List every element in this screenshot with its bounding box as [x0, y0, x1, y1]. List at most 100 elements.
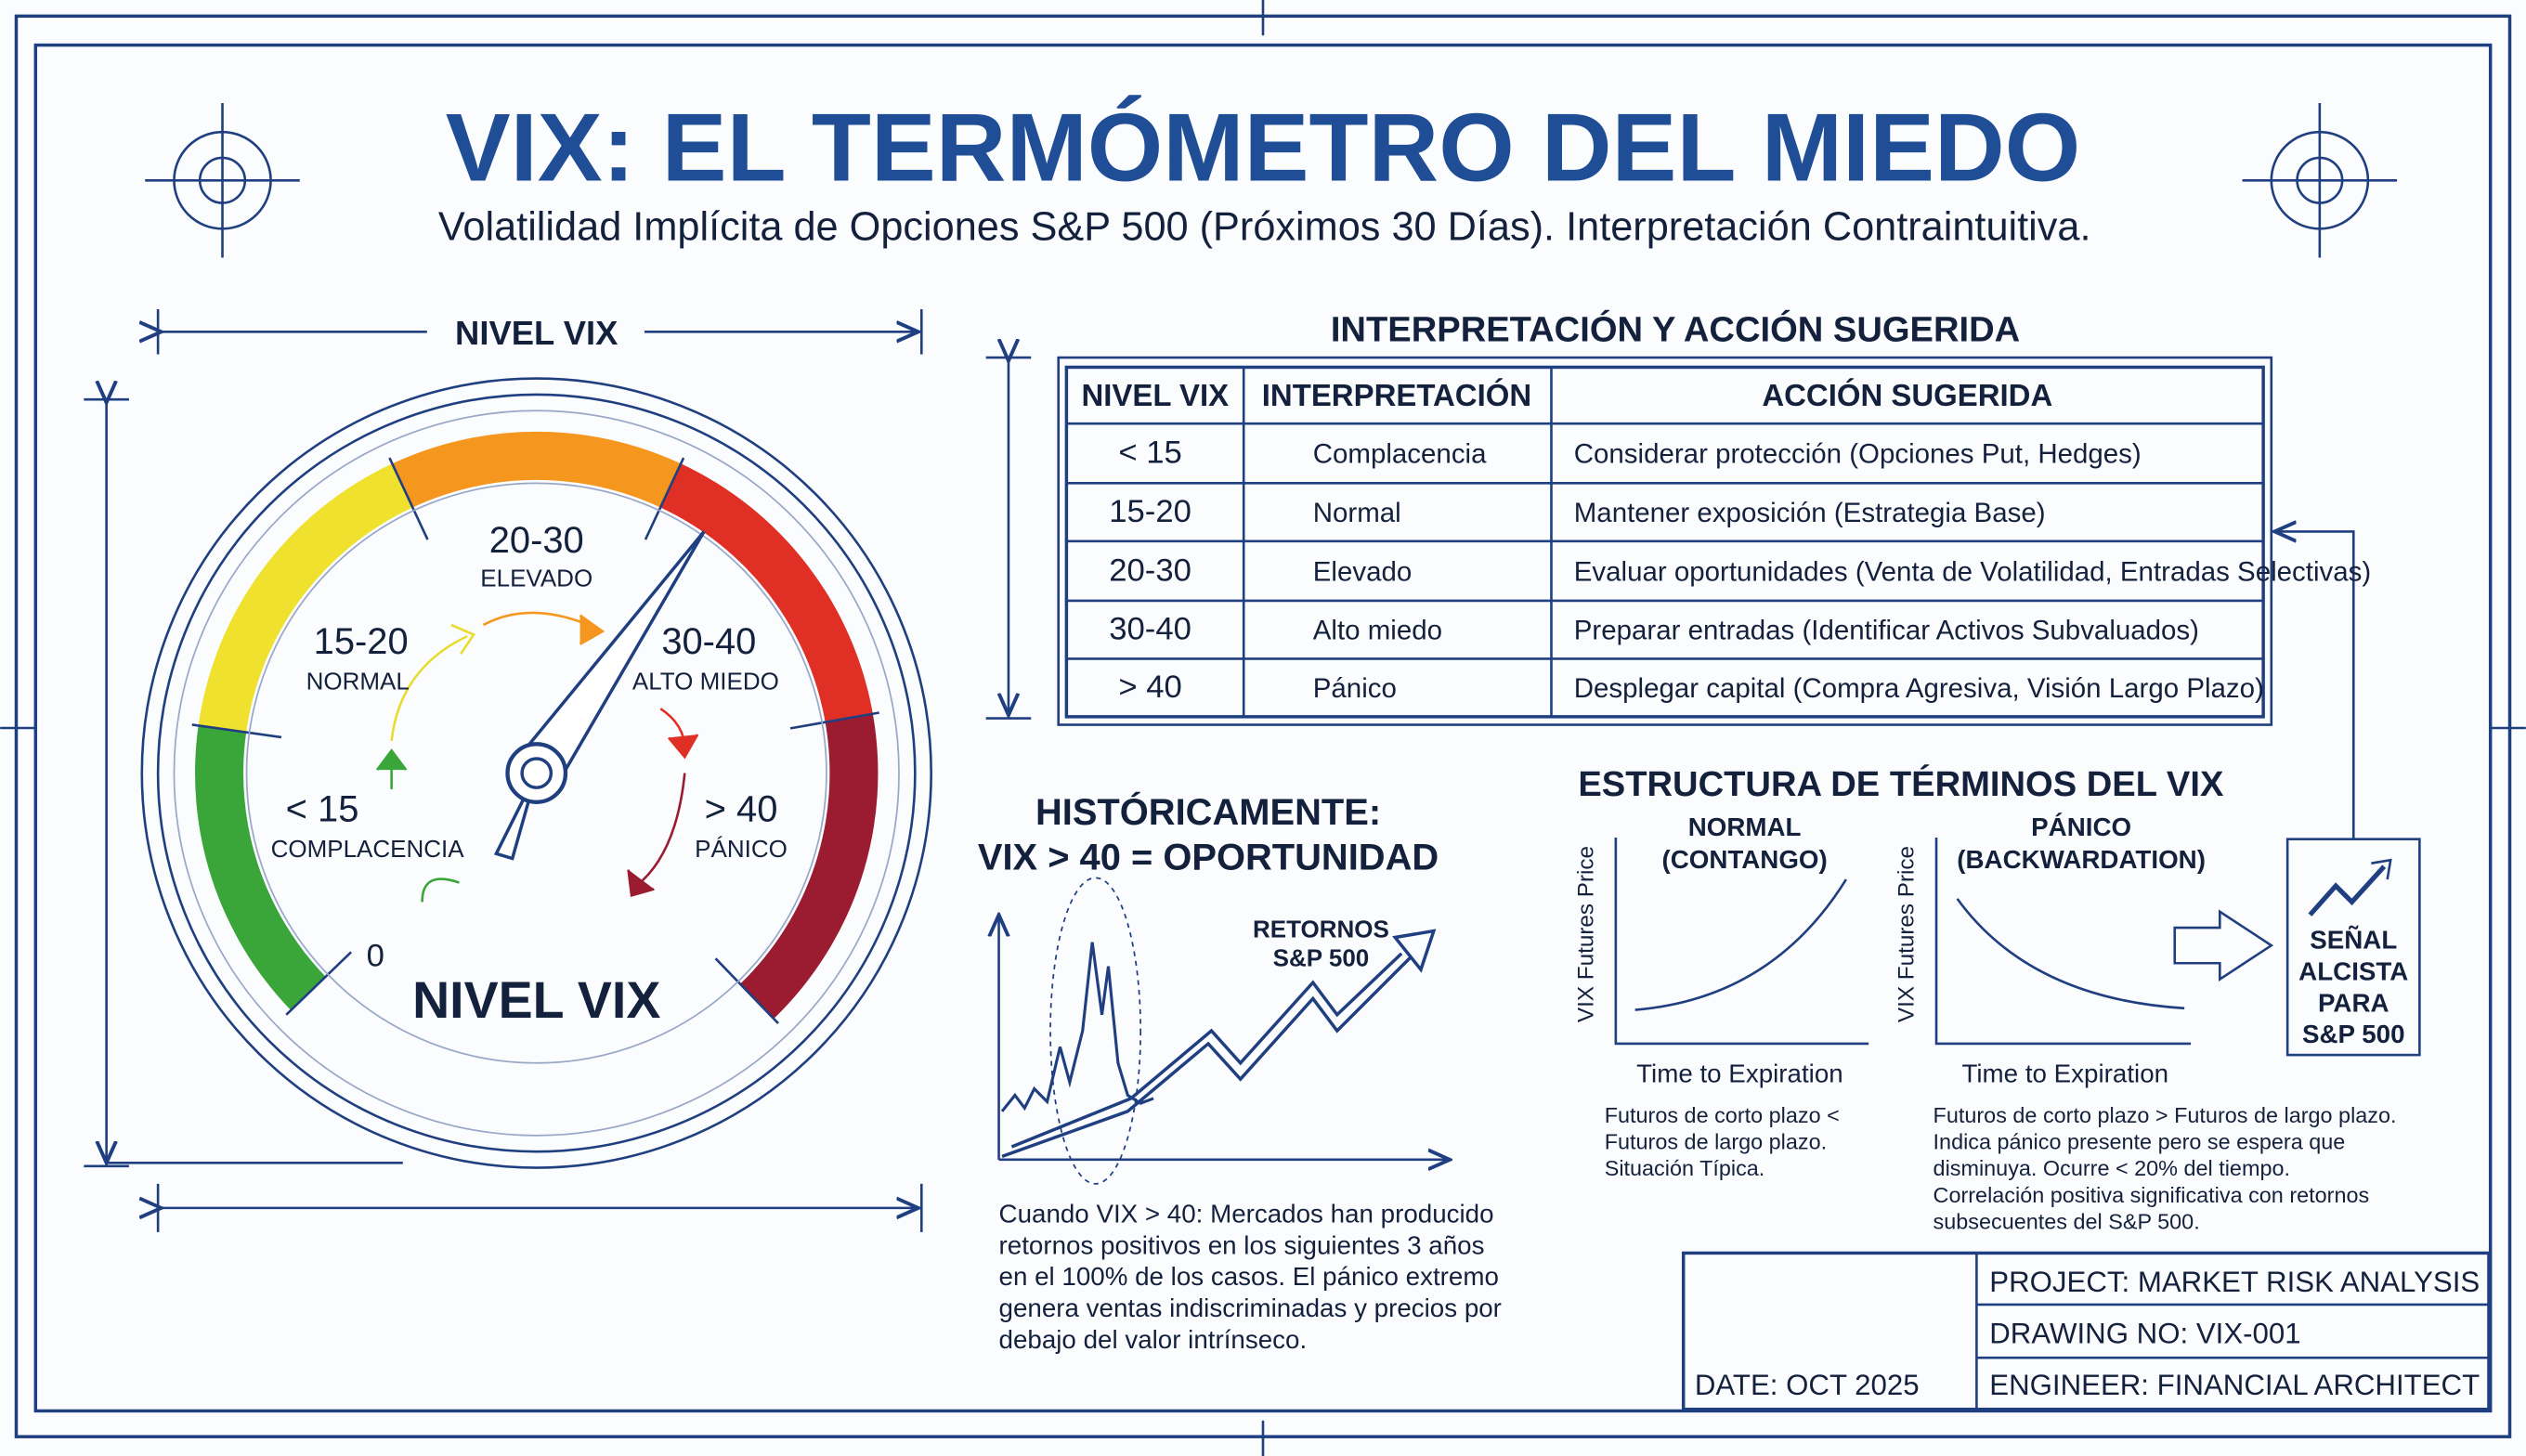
zone-arrows-part	[450, 623, 476, 655]
historical-sketch	[999, 877, 1451, 1185]
title-block	[1681, 1251, 2491, 1411]
term-structure-axes-part	[2274, 531, 2355, 839]
text-line: Indica pánico presente pero se espera qu…	[1934, 1130, 2346, 1154]
gauge-zone	[198, 463, 413, 733]
zone-range: 15-20	[314, 621, 409, 662]
zone-label: ALTO MIEDO	[632, 667, 779, 695]
table-cell: Pánico	[1313, 673, 1397, 704]
text-line: Futuros de corto plazo > Futuros de larg…	[1934, 1103, 2397, 1127]
zone-arrows-part	[635, 773, 686, 887]
table-cell: > 40	[1118, 670, 1181, 705]
historical-note: Cuando VIX > 40: Mercados han producido r…	[999, 1199, 1502, 1353]
table-cell: Preparar entradas (Identificar Activos S…	[1574, 616, 2199, 646]
panel-y-label: VIX Futures Price	[1574, 846, 1599, 1022]
gauge-center-label: NIVEL VIX	[412, 971, 660, 1029]
title-block-date: DATE: OCT 2025	[1695, 1369, 1920, 1401]
table-cell: Evaluar oportunidades (Venta de Volatili…	[1574, 556, 2371, 587]
zone-arrows-part	[390, 634, 468, 742]
term-structure-axes-part	[2173, 909, 2274, 982]
gauge-part	[156, 393, 917, 1153]
gauge-tick	[644, 457, 685, 540]
zone-arrows-part	[627, 869, 655, 898]
title-block-project: PROJECT: MARKET RISK ANALYSIS	[1989, 1266, 2480, 1298]
table-cell: Normal	[1313, 498, 1401, 528]
gauge-part	[173, 410, 900, 1137]
panel-x-label: Time to Expiration	[1636, 1060, 1843, 1088]
zone-label: COMPLACENCIA	[271, 835, 465, 863]
table-cell: 15-20	[1109, 494, 1191, 529]
panel-title: (CONTANGO)	[1661, 845, 1827, 874]
zone-arrows-part	[579, 614, 605, 645]
signal-text: SEÑAL ALCISTA PARA S&P 500	[2298, 926, 2408, 1048]
table-cell: Mantener exposición (Estrategia Base)	[1574, 498, 2046, 528]
table-cell: Elevado	[1313, 556, 1413, 587]
gauge-inner-ring	[245, 482, 827, 1064]
historical-title: VIX > 40 = OPORTUNIDAD	[978, 838, 1439, 878]
zone-arrows-part	[421, 878, 460, 903]
zone-range: < 15	[286, 789, 359, 830]
zone-arrows-part	[667, 734, 699, 760]
gauge-part	[140, 377, 932, 1169]
panel-title: (BACKWARDATION)	[1957, 845, 2206, 874]
table-cell: Desplegar capital (Compra Agresiva, Visi…	[1574, 673, 2264, 704]
zone-arrows-part	[375, 748, 408, 771]
infographic-part: NORMAL (CONTANGO) VIX Futures Price Time to…	[1574, 812, 2397, 1233]
zone-range: 20-30	[489, 520, 584, 561]
text-line: ALCISTA	[2298, 956, 2408, 985]
table-cell: Alto miedo	[1313, 616, 1442, 646]
panel-title: NORMAL	[1688, 812, 1802, 841]
panel-note: Futuros de corto plazo > Futuros de larg…	[1934, 1103, 2397, 1233]
text-line: S&P 500	[2302, 1020, 2405, 1048]
table-title: INTERPRETACIÓN Y ACCIÓN SUGERIDA	[1331, 309, 2020, 350]
gauge	[140, 377, 932, 1169]
text-line: subsecuentes del S&P 500.	[1934, 1209, 2200, 1233]
term-structure-axes-part	[1956, 898, 2185, 1010]
table-grid-part	[1057, 356, 2273, 726]
panel-x-label: Time to Expiration	[1961, 1060, 2168, 1088]
zone-range: > 40	[705, 789, 778, 830]
needle-part	[520, 757, 553, 789]
text-line: Correlación positiva significativa con r…	[1934, 1183, 2370, 1207]
term-structure-axes-part	[2371, 858, 2392, 880]
text-line: SEÑAL	[2310, 926, 2397, 955]
table-cell: 20-30	[1109, 552, 1191, 588]
panel-title: PÁNICO	[2031, 812, 2131, 841]
text-line: Futuros de largo plazo.	[1605, 1130, 1827, 1154]
dimension-lines	[84, 309, 923, 1232]
zone-label: PÁNICO	[695, 835, 788, 863]
text-line: retornos positivos en los siguientes 3 a…	[999, 1230, 1485, 1259]
text-line: Situación Típica.	[1605, 1156, 1765, 1180]
term-structure-axes-part	[1614, 837, 1869, 1046]
gauge-tick	[191, 723, 282, 739]
title: VIX: EL TERMÓMETRO DEL MIEDO	[446, 94, 2081, 202]
text-line: genera ventas indiscriminadas y precios …	[999, 1294, 1502, 1322]
returns-label: S&P 500	[1273, 944, 1370, 972]
gauge-tick	[285, 951, 353, 1016]
term-structure-title: ESTRUCTURA DE TÉRMINOS DEL VIX	[1578, 763, 2224, 804]
title-block-drawing: DRAWING NO: VIX-001	[1989, 1318, 2300, 1350]
historical-title: HISTÓRICAMENTE:	[1035, 790, 1381, 833]
historical-sketch-part	[1010, 952, 1403, 1149]
term-structure-axes	[1614, 531, 2421, 1057]
gauge-tick	[714, 957, 779, 1024]
zone-label: ELEVADO	[480, 564, 592, 592]
table-cell: Complacencia	[1313, 439, 1487, 470]
text-line: disminuya. Ocurre < 20% del tiempo.	[1934, 1156, 2290, 1180]
gauge-zone	[392, 431, 682, 508]
table-grid	[1057, 356, 2273, 726]
gauge-tick	[388, 457, 429, 540]
term-structure-axes-part	[1934, 837, 2192, 1046]
zone-arrows	[375, 611, 699, 903]
table-dimension	[985, 358, 1032, 720]
gauge-dimension-label: NIVEL VIX	[455, 314, 618, 352]
text-line: PARA	[2318, 988, 2389, 1017]
subtitle: Volatilidad Implícita de Opciones S&P 50…	[438, 204, 2091, 249]
zone-range: 30-40	[661, 621, 756, 662]
gauge-tick	[789, 711, 879, 730]
table-header: NIVEL VIX	[1081, 378, 1229, 412]
panel-y-label: VIX Futures Price	[1894, 846, 1920, 1022]
gauge-zone	[740, 713, 879, 1020]
historical-sketch-part	[1049, 877, 1142, 1185]
historical-sketch-part	[1001, 949, 1419, 1159]
